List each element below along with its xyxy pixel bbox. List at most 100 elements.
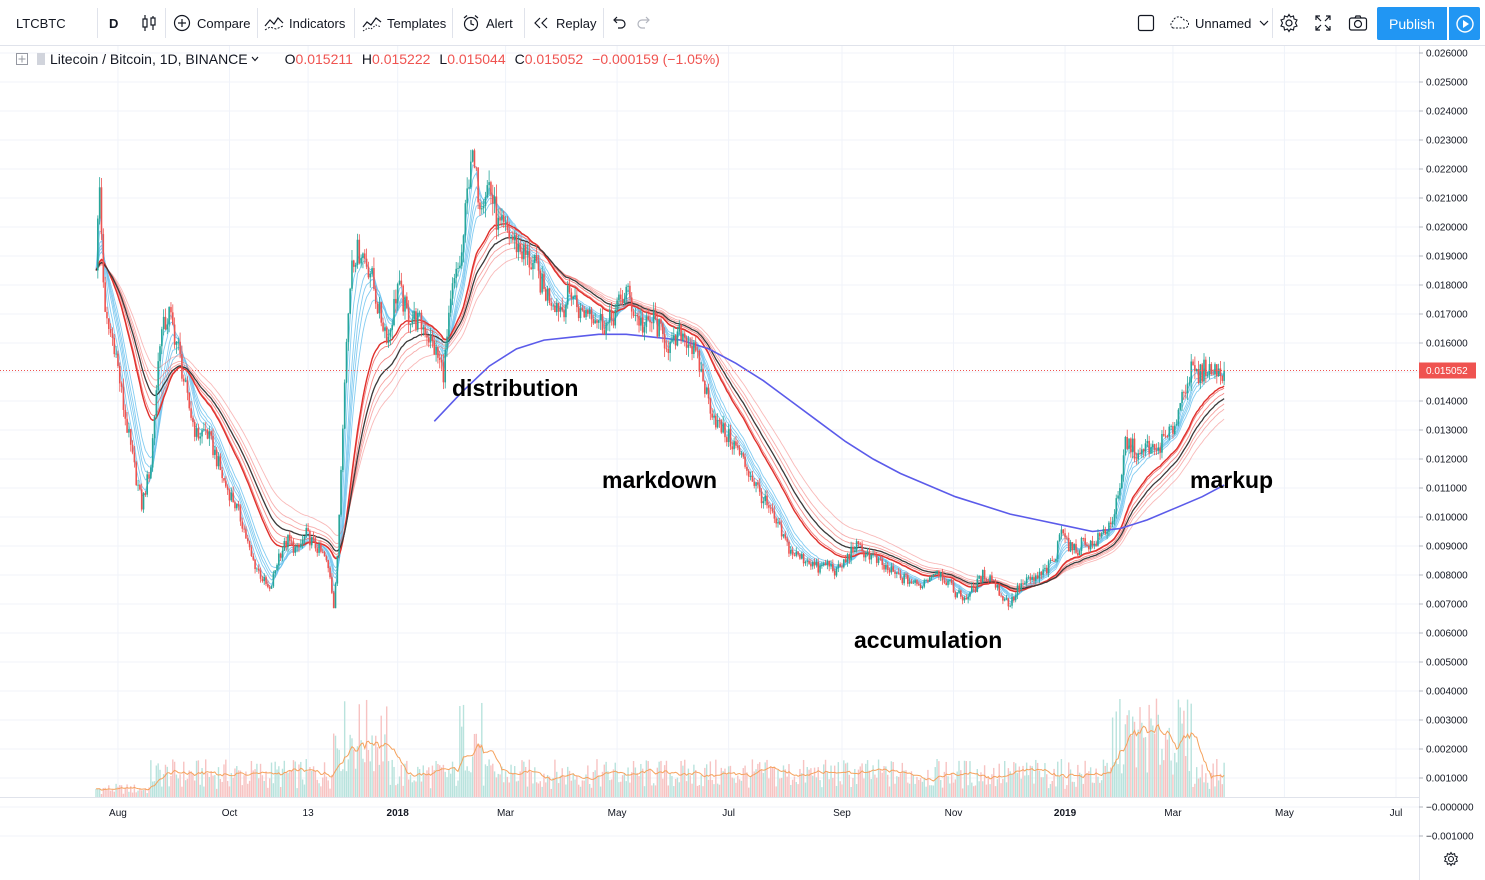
volume-bar xyxy=(1216,759,1218,797)
redo-button[interactable] xyxy=(636,0,652,46)
volume-bar xyxy=(885,766,887,797)
volume-bar xyxy=(1064,788,1066,797)
candle-body xyxy=(1055,558,1057,562)
fullscreen-square-button[interactable] xyxy=(1137,0,1155,46)
candle-body xyxy=(885,565,887,570)
candle-body xyxy=(843,559,845,568)
volume-bar xyxy=(908,783,911,797)
indicators-label: Indicators xyxy=(289,15,346,31)
candle-body xyxy=(449,298,452,313)
time-tick-label: Oct xyxy=(222,808,238,819)
volume-bar xyxy=(184,780,187,797)
candle-body xyxy=(391,325,394,330)
volume-bar xyxy=(1135,767,1138,797)
volume-bar xyxy=(669,773,671,797)
volume-bar xyxy=(117,786,119,797)
candle-body xyxy=(1062,529,1065,534)
candle-body xyxy=(363,253,366,259)
candle-body xyxy=(353,260,355,267)
volume-bar xyxy=(1161,748,1163,797)
volume-bar xyxy=(764,762,766,797)
volume-bar xyxy=(128,791,130,797)
volume-bar xyxy=(237,770,240,797)
indicators-button[interactable]: Indicators xyxy=(264,0,345,46)
volume-bar xyxy=(391,759,393,797)
volume-bar xyxy=(1212,763,1214,797)
candle-body xyxy=(404,296,406,312)
fullscreen-button[interactable] xyxy=(1314,0,1332,46)
volume-bar xyxy=(95,788,97,797)
volume-bar xyxy=(1190,703,1192,797)
candle-body xyxy=(704,381,706,394)
volume-bar xyxy=(810,768,812,797)
candle-body xyxy=(497,217,500,230)
candle-body xyxy=(411,319,414,325)
settings-button[interactable] xyxy=(1279,0,1299,46)
chart-area[interactable]: distribution markdown accumulation markup 0.… xyxy=(0,46,1485,880)
candle-body xyxy=(943,580,946,583)
candle-body xyxy=(321,551,324,553)
candle-body xyxy=(832,564,834,572)
volume-bar xyxy=(680,760,682,797)
candle-body xyxy=(720,420,723,433)
volume-bar xyxy=(742,768,744,797)
candle-body xyxy=(437,346,439,358)
candle-body xyxy=(632,311,635,316)
volume-bar xyxy=(1185,756,1187,797)
chart-type-button[interactable] xyxy=(140,0,158,46)
time-tick-label: 2019 xyxy=(1054,808,1077,819)
candle-body xyxy=(510,237,512,239)
candle-body xyxy=(237,504,240,507)
volume-bar xyxy=(983,765,986,797)
volume-bar xyxy=(402,785,404,797)
interval-selector[interactable]: D xyxy=(109,15,119,31)
candle-body xyxy=(528,251,531,268)
volume-bar xyxy=(846,762,849,797)
candle-body xyxy=(680,324,682,341)
symbol-title[interactable]: Litecoin / Bitcoin, 1D, BINANCE xyxy=(50,51,248,67)
candle-body xyxy=(320,544,322,552)
candle-body xyxy=(566,285,569,305)
volume-bar xyxy=(133,784,136,797)
volume-bar xyxy=(499,774,501,797)
volume-bar xyxy=(342,769,344,797)
compare-button[interactable]: Compare xyxy=(173,0,250,46)
volume-bar xyxy=(378,764,381,797)
price-tick-label: 0.001000 xyxy=(1426,774,1468,785)
volume-bar xyxy=(320,786,322,797)
high-value: 0.015222 xyxy=(372,51,431,67)
candle-body xyxy=(289,534,291,541)
plus-circle-icon xyxy=(173,14,191,32)
volume-bar xyxy=(387,761,390,797)
candle-body xyxy=(427,337,430,343)
candle-body xyxy=(612,319,615,326)
candle-body xyxy=(98,187,101,219)
volume-bar xyxy=(559,775,562,797)
candle-body xyxy=(128,429,130,433)
volume-bar xyxy=(1022,765,1024,797)
volume-bar xyxy=(122,793,125,797)
publish-button[interactable]: Publish xyxy=(1377,7,1447,40)
volume-bar xyxy=(322,777,324,797)
volume-bar xyxy=(1000,783,1002,797)
volume-bar xyxy=(492,763,494,797)
snapshot-button[interactable] xyxy=(1348,0,1368,46)
volume-bar xyxy=(607,771,609,797)
volume-bars xyxy=(95,698,1225,797)
candle-body xyxy=(278,553,280,566)
volume-bar xyxy=(1060,759,1063,797)
templates-button[interactable]: Templates xyxy=(362,0,446,46)
expand-plus-icon[interactable] xyxy=(16,53,28,65)
volume-bar xyxy=(554,759,556,797)
volume-bar xyxy=(199,784,201,797)
publish-video-button[interactable] xyxy=(1449,7,1480,40)
undo-button[interactable] xyxy=(611,0,627,46)
alert-button[interactable]: Alert xyxy=(462,0,513,46)
replay-button[interactable]: Replay xyxy=(533,0,596,46)
volume-bar xyxy=(349,734,351,797)
volume-bar xyxy=(759,762,761,797)
layout-name-button[interactable]: Unnamed xyxy=(1168,0,1269,46)
price-tick-label: 0.002000 xyxy=(1426,745,1468,756)
candle-body xyxy=(630,297,633,312)
symbol-search[interactable]: LTCBTC xyxy=(16,15,66,31)
